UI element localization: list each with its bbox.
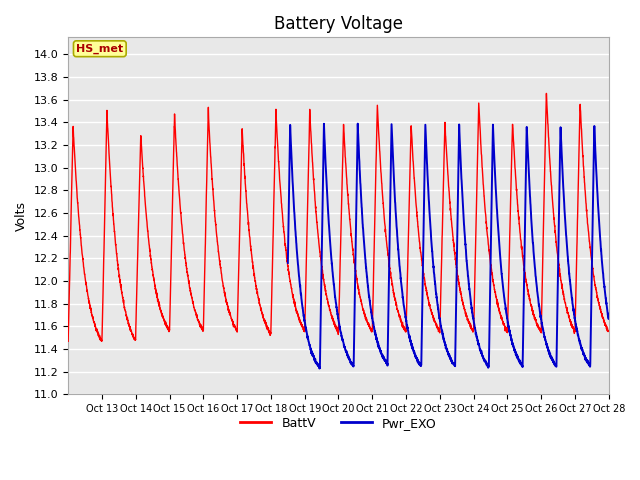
Y-axis label: Volts: Volts <box>15 201 28 231</box>
Title: Battery Voltage: Battery Voltage <box>274 15 403 33</box>
Legend: BattV, Pwr_EXO: BattV, Pwr_EXO <box>235 411 442 434</box>
Text: HS_met: HS_met <box>76 44 124 54</box>
